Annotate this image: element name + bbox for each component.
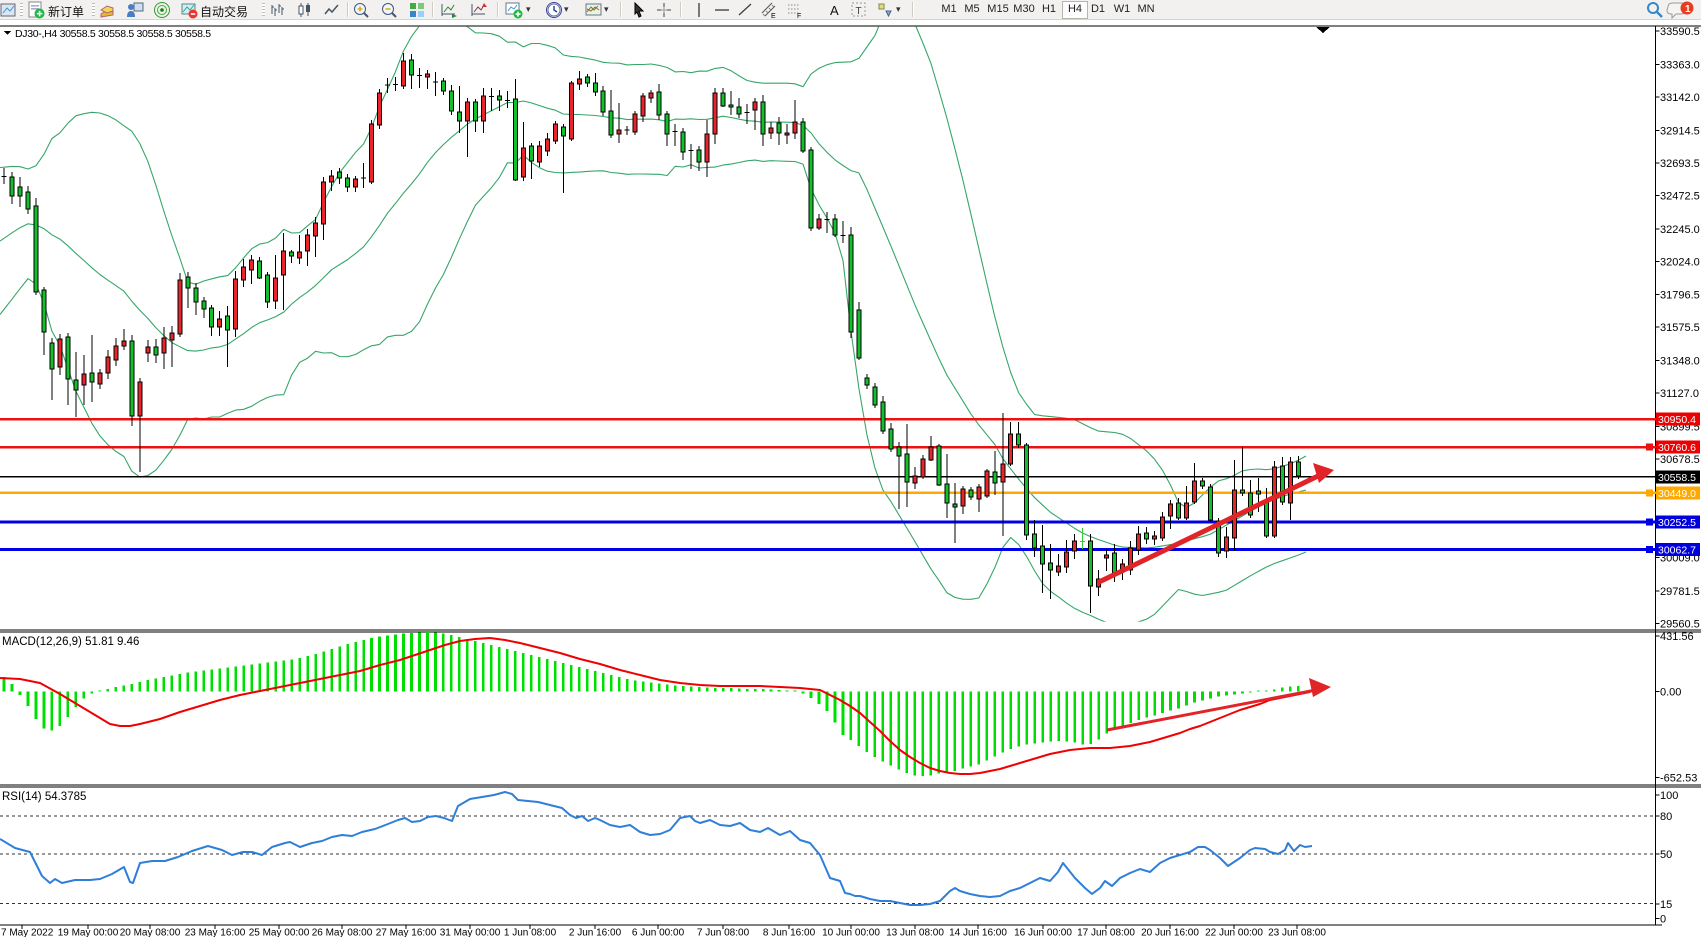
svg-text:13 Jun 08:00: 13 Jun 08:00 xyxy=(886,928,944,937)
svg-text:1: 1 xyxy=(1685,4,1691,15)
svg-text:32245.0: 32245.0 xyxy=(1660,224,1700,236)
svg-text:E: E xyxy=(771,13,776,19)
svg-text:1 Jun 08:00: 1 Jun 08:00 xyxy=(504,928,557,937)
svg-text:29781.5: 29781.5 xyxy=(1660,586,1700,598)
svg-text:F: F xyxy=(797,13,801,19)
svg-text:30062.7: 30062.7 xyxy=(1658,545,1696,557)
svg-text:31575.5: 31575.5 xyxy=(1660,322,1700,334)
svg-text:32024.0: 32024.0 xyxy=(1660,256,1700,268)
svg-text:33363.0: 33363.0 xyxy=(1660,59,1700,71)
svg-text:31 May 00:00: 31 May 00:00 xyxy=(440,928,501,937)
svg-text:30449.0: 30449.0 xyxy=(1658,488,1696,500)
svg-text:26 May 08:00: 26 May 08:00 xyxy=(312,928,373,937)
svg-text:30252.5: 30252.5 xyxy=(1658,517,1696,529)
svg-text:23 Jun 08:00: 23 Jun 08:00 xyxy=(1268,928,1326,937)
svg-text:7 Jun 08:00: 7 Jun 08:00 xyxy=(697,928,750,937)
svg-text:30760.6: 30760.6 xyxy=(1658,442,1696,454)
svg-text:31796.5: 31796.5 xyxy=(1660,290,1700,302)
svg-text:33590.5: 33590.5 xyxy=(1660,26,1700,38)
svg-text:10 Jun 00:00: 10 Jun 00:00 xyxy=(822,928,880,937)
svg-text:30558.5: 30558.5 xyxy=(1658,472,1696,484)
svg-text:DJ30-,H4 30558.5 30558.5 3055: DJ30-,H4 30558.5 30558.5 30558.5 30558.5 xyxy=(15,28,211,40)
svg-text:14 Jun 16:00: 14 Jun 16:00 xyxy=(949,928,1007,937)
svg-text:32693.5: 32693.5 xyxy=(1660,158,1700,170)
svg-text:22 Jun 00:00: 22 Jun 00:00 xyxy=(1205,928,1263,937)
svg-text:RSI(14) 54.3785: RSI(14) 54.3785 xyxy=(2,791,86,803)
svg-text:30678.5: 30678.5 xyxy=(1660,454,1700,466)
svg-text:100: 100 xyxy=(1660,790,1678,802)
svg-text:7 May 2022: 7 May 2022 xyxy=(1,928,54,937)
svg-text:8 Jun 16:00: 8 Jun 16:00 xyxy=(763,928,816,937)
svg-text:0: 0 xyxy=(1660,914,1666,926)
svg-text:80: 80 xyxy=(1660,811,1672,823)
svg-text:T: T xyxy=(856,6,862,17)
svg-text:20 Jun 16:00: 20 Jun 16:00 xyxy=(1141,928,1199,937)
svg-text:6 Jun 00:00: 6 Jun 00:00 xyxy=(632,928,685,937)
svg-text:20 May 08:00: 20 May 08:00 xyxy=(120,928,181,937)
svg-text:27 May 16:00: 27 May 16:00 xyxy=(376,928,437,937)
svg-text:431.56: 431.56 xyxy=(1660,631,1694,643)
svg-text:25 May 00:00: 25 May 00:00 xyxy=(249,928,310,937)
svg-text:32472.5: 32472.5 xyxy=(1660,190,1700,202)
svg-text:15: 15 xyxy=(1660,899,1672,911)
svg-text:33142.0: 33142.0 xyxy=(1660,92,1700,104)
svg-text:31348.0: 31348.0 xyxy=(1660,356,1700,368)
svg-text:17 Jun 08:00: 17 Jun 08:00 xyxy=(1077,928,1135,937)
svg-text:29560.5: 29560.5 xyxy=(1660,619,1700,631)
svg-text:32914.5: 32914.5 xyxy=(1660,125,1700,137)
svg-text:23 May 16:00: 23 May 16:00 xyxy=(185,928,246,937)
svg-text:19 May 00:00: 19 May 00:00 xyxy=(58,928,119,937)
svg-text:0.00: 0.00 xyxy=(1660,687,1681,699)
svg-text:MACD(12,26,9) 51.81 9.46: MACD(12,26,9) 51.81 9.46 xyxy=(2,636,139,648)
svg-text:30950.4: 30950.4 xyxy=(1658,414,1696,426)
svg-text:2 Jun 16:00: 2 Jun 16:00 xyxy=(569,928,622,937)
svg-text:50: 50 xyxy=(1660,849,1672,861)
svg-text:16 Jun 00:00: 16 Jun 00:00 xyxy=(1014,928,1072,937)
svg-text:-652.53: -652.53 xyxy=(1660,773,1697,785)
svg-text:31127.0: 31127.0 xyxy=(1660,388,1699,400)
